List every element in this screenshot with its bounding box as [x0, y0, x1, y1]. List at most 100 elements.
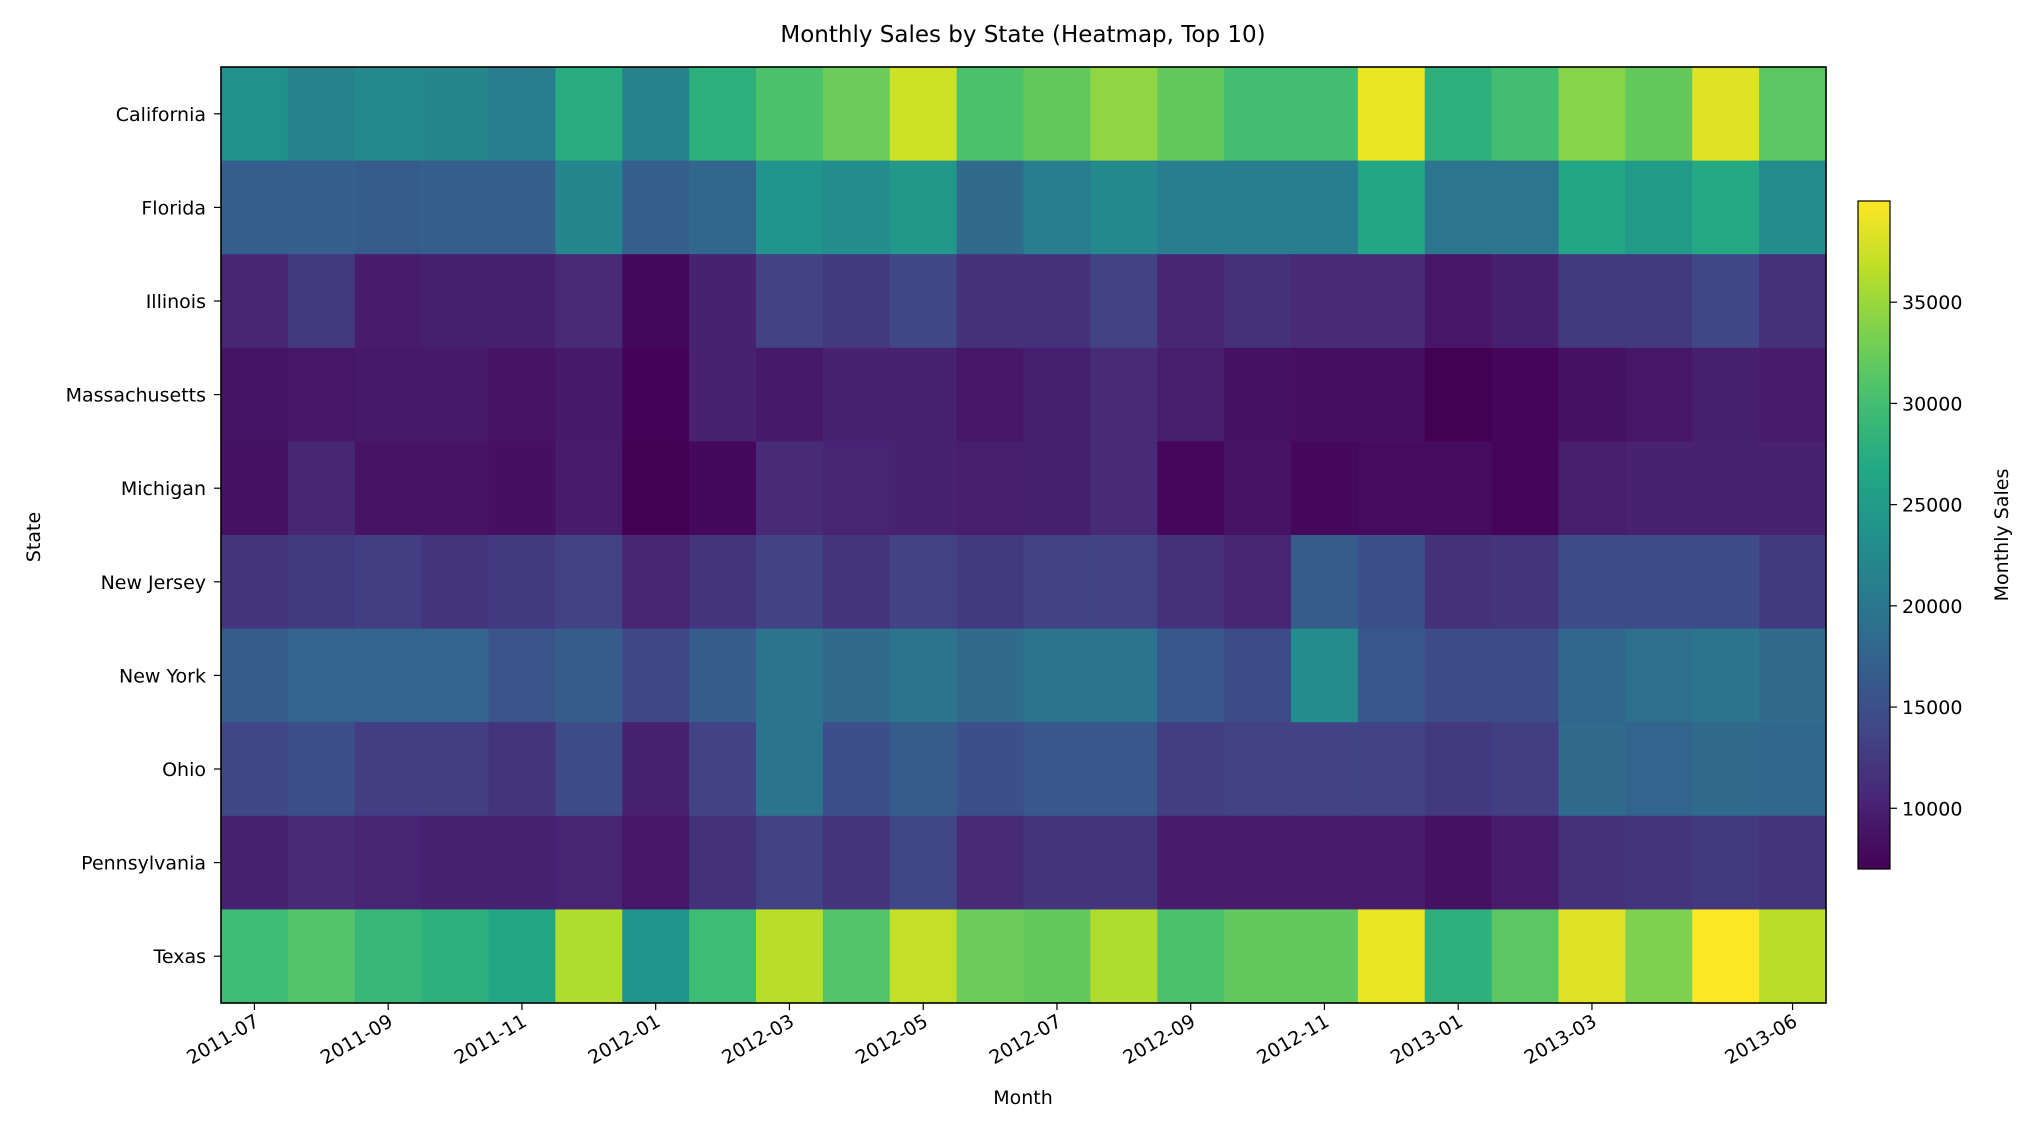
- heatmap-cell: [1759, 254, 1827, 349]
- heatmap-cell: [287, 909, 356, 1004]
- heatmap-cell: [354, 254, 423, 349]
- heatmap-cell: [1023, 535, 1091, 630]
- heatmap-cell: [421, 347, 490, 442]
- y-tick-label: New York: [119, 665, 206, 687]
- heatmap-cell: [1558, 628, 1626, 723]
- heatmap-cell: [1759, 347, 1827, 442]
- heatmap-cell: [822, 722, 891, 817]
- heatmap-cell: [1157, 254, 1225, 349]
- y-tick-label: Illinois: [146, 291, 206, 313]
- heatmap-cell: [555, 815, 623, 910]
- heatmap-cell: [1759, 909, 1827, 1004]
- heatmap-cell: [822, 67, 891, 162]
- heatmap-cell: [1558, 160, 1626, 255]
- heatmap-cell: [689, 160, 757, 255]
- heatmap-cell: [1157, 160, 1225, 255]
- heatmap-cell: [756, 815, 824, 910]
- heatmap-cell: [1023, 160, 1091, 255]
- heatmap-cell: [287, 67, 356, 162]
- heatmap-cell: [287, 441, 356, 536]
- heatmap-cell: [689, 909, 757, 1004]
- heatmap-cell: [1357, 67, 1426, 162]
- heatmap-cell: [689, 441, 757, 536]
- heatmap-cell: [689, 815, 757, 910]
- heatmap-cell: [354, 441, 423, 536]
- colorbar: 10000 15000 20000 25000 30000 35000 Monthly S…: [1857, 200, 2013, 870]
- heatmap-cell: [756, 254, 824, 349]
- heatmap-cell: [956, 441, 1025, 536]
- heatmap-cell: [221, 909, 289, 1004]
- heatmap-cells: [221, 67, 1827, 1004]
- heatmap-cell: [1090, 67, 1158, 162]
- heatmap-cell: [622, 67, 690, 162]
- y-tick-label: California: [116, 104, 206, 126]
- heatmap-cell: [622, 909, 690, 1004]
- heatmap-cell: [1625, 909, 1693, 1004]
- heatmap-cell: [822, 628, 891, 723]
- heatmap-cell: [1090, 815, 1158, 910]
- heatmap-cell: [1625, 441, 1693, 536]
- heatmap-cell: [1157, 67, 1225, 162]
- heatmap-cell: [555, 441, 623, 536]
- heatmap-cell: [1090, 722, 1158, 817]
- x-tick-label: 2013-01: [1387, 1010, 1467, 1069]
- heatmap-cell: [1558, 722, 1626, 817]
- heatmap-cell: [756, 535, 824, 630]
- heatmap-cell: [1625, 535, 1693, 630]
- plot-frame: [220, 66, 1827, 1004]
- heatmap-cell: [1692, 722, 1760, 817]
- heatmap-cell: [287, 535, 356, 630]
- colorbar-tick-label: 35000: [1902, 292, 1962, 314]
- heatmap-cell: [822, 254, 891, 349]
- heatmap-cell: [1090, 160, 1158, 255]
- heatmap-cell: [1157, 909, 1225, 1004]
- heatmap-cell: [421, 909, 490, 1004]
- heatmap-cell: [1224, 160, 1292, 255]
- heatmap-cell: [1424, 160, 1493, 255]
- x-tick-label: 2012-11: [1253, 1010, 1333, 1069]
- heatmap-cell: [1491, 254, 1560, 349]
- heatmap-cell: [287, 254, 356, 349]
- heatmap-cell: [421, 67, 490, 162]
- heatmap-cell: [622, 160, 690, 255]
- y-tick-label: Florida: [141, 197, 206, 219]
- heatmap-cell: [1023, 815, 1091, 910]
- heatmap-cell: [221, 160, 289, 255]
- heatmap-cell: [822, 909, 891, 1004]
- heatmap-cell: [1291, 909, 1359, 1004]
- heatmap-cell: [1692, 441, 1760, 536]
- x-tick-label: 2011-09: [317, 1010, 397, 1069]
- y-tick-label: Pennsylvania: [81, 853, 206, 875]
- heatmap-cell: [689, 535, 757, 630]
- heatmap-cell: [221, 722, 289, 817]
- colorbar-gradient: [1857, 200, 1891, 870]
- heatmap-cell: [1424, 535, 1493, 630]
- heatmap-cell: [822, 160, 891, 255]
- heatmap-cell: [1625, 160, 1693, 255]
- heatmap-cell: [1224, 441, 1292, 536]
- heatmap-cell: [1424, 67, 1493, 162]
- y-axis-label: State: [23, 512, 45, 562]
- heatmap-cell: [1090, 628, 1158, 723]
- colorbar-tick-label: 30000: [1902, 393, 1962, 415]
- heatmap-cell: [1357, 628, 1426, 723]
- heatmap-cell: [1491, 67, 1560, 162]
- heatmap-cell: [889, 441, 958, 536]
- heatmap-cell: [555, 160, 623, 255]
- heatmap-cell: [555, 909, 623, 1004]
- x-tick-label: 2012-03: [718, 1010, 798, 1069]
- heatmap-cell: [1424, 254, 1493, 349]
- heatmap-cell: [287, 160, 356, 255]
- heatmap-cell: [1759, 535, 1827, 630]
- heatmap-cell: [1491, 628, 1560, 723]
- heatmap-cell: [689, 628, 757, 723]
- y-tick-label: Massachusetts: [66, 385, 206, 407]
- heatmap-cell: [555, 535, 623, 630]
- heatmap-cell: [889, 909, 958, 1004]
- heatmap-cell: [1625, 67, 1693, 162]
- heatmap-cell: [1357, 347, 1426, 442]
- heatmap-cell: [421, 722, 490, 817]
- heatmap-cell: [1558, 441, 1626, 536]
- heatmap-cell: [1224, 254, 1292, 349]
- heatmap-cell: [1759, 441, 1827, 536]
